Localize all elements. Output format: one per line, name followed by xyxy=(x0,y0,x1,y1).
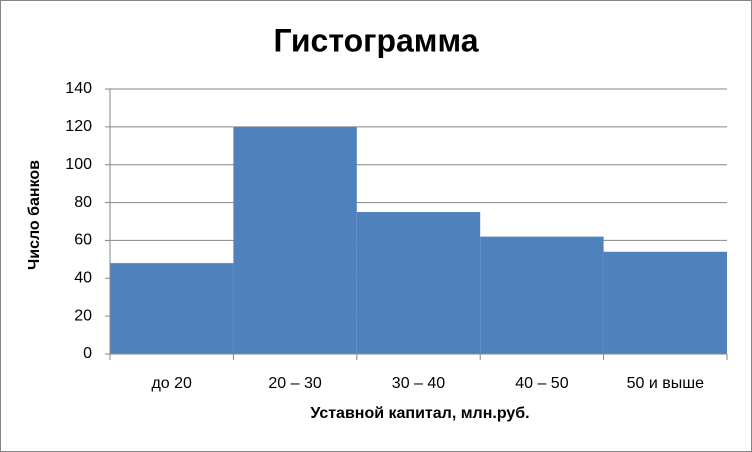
bar xyxy=(603,251,727,354)
x-tick-label: 40 – 50 xyxy=(515,375,568,392)
y-tick-label: 20 xyxy=(74,307,92,324)
y-tick-label: 120 xyxy=(65,118,92,135)
y-tick-label: 140 xyxy=(65,80,92,97)
x-axis-title: Уставной капитал, млн.руб. xyxy=(310,405,529,422)
y-tick-label: 0 xyxy=(83,345,92,362)
bar xyxy=(233,126,357,354)
x-tick-label: до 20 xyxy=(151,375,192,392)
bar xyxy=(480,236,604,354)
x-tick-label: 20 – 30 xyxy=(268,375,321,392)
y-tick-label: 80 xyxy=(74,194,92,211)
bar xyxy=(110,263,234,354)
y-axis-title: Число банков xyxy=(26,160,43,270)
y-tick-label: 100 xyxy=(65,156,92,173)
chart-title: Гистограмма xyxy=(274,22,479,58)
bar xyxy=(356,212,481,354)
x-tick-label: 50 и выше xyxy=(627,375,704,392)
x-tick-label: 30 – 40 xyxy=(392,375,445,392)
y-tick-label: 40 xyxy=(74,270,92,287)
y-tick-label: 60 xyxy=(74,232,92,249)
